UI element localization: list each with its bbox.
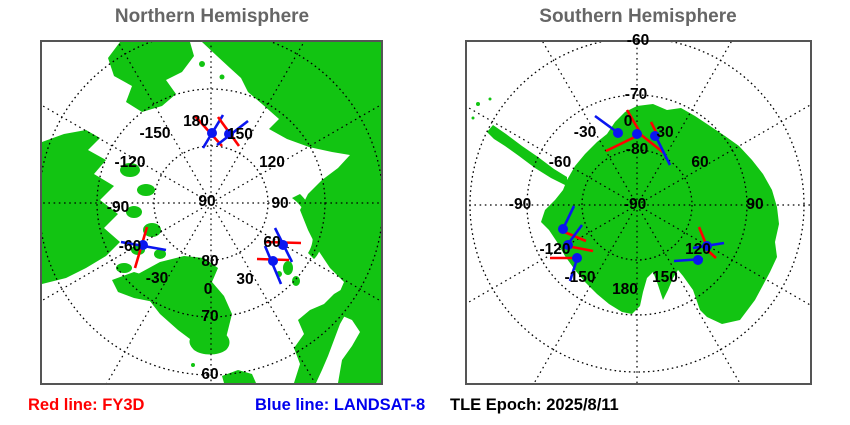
- landmass-arctic-island-1: [120, 163, 140, 177]
- landmass-scotland: [222, 370, 256, 383]
- meridian-line: [467, 106, 633, 204]
- landmass-antarctic-peninsula: [487, 125, 567, 186]
- north-landmasses: [42, 42, 381, 383]
- satellite-marker: [613, 128, 623, 138]
- meridian-line: [212, 42, 305, 199]
- meridian-line: [467, 206, 633, 304]
- south-map-canvas: [467, 42, 810, 383]
- landmass-island-speck-3: [488, 97, 492, 101]
- satellite-marker: [650, 131, 660, 141]
- landmass-arctic-island-2: [137, 184, 155, 196]
- landmass-arctic-island-7: [116, 263, 132, 273]
- legend-red-line: Red line: FY3D: [28, 396, 145, 414]
- meridian-line: [212, 207, 316, 383]
- satellite-marker: [693, 255, 703, 265]
- landmass-greenland: [138, 256, 232, 348]
- meridian-line: [638, 209, 741, 383]
- landmass-island-speck: [219, 74, 225, 80]
- legend-blue-line: Blue line: LANDSAT-8: [255, 396, 426, 414]
- meridian-line: [533, 209, 636, 383]
- south-graticule: [467, 42, 810, 383]
- landmass-novaya-zemlya: [292, 194, 322, 259]
- landmass-iceland: [189, 329, 230, 355]
- north-map-canvas: [42, 42, 381, 383]
- meridian-line: [215, 204, 381, 302]
- landmass-alaska-chukotka: [108, 42, 194, 112]
- north-hemisphere-map: 180 -150 150 -120 120 -90 90 -60 60 -30 30 0 90 80 70 6…: [40, 40, 383, 385]
- landmass-island-speck-2: [471, 116, 475, 120]
- north-map-title: Northern Hemisphere: [114, 6, 310, 27]
- landmass-arctic-island-4: [143, 223, 161, 237]
- landmass-arctic-island-6: [154, 249, 166, 259]
- satellite-marker: [278, 240, 288, 250]
- landmass-antarctica: [541, 104, 779, 324]
- meridian-line: [638, 42, 732, 201]
- south-map-title: Southern Hemisphere: [539, 6, 737, 27]
- fy3d-track-segment: [697, 226, 708, 245]
- meridian-line: [117, 42, 210, 199]
- landmass-faroe: [191, 363, 195, 367]
- meridian-line: [42, 204, 207, 302]
- satellite-marker: [268, 256, 278, 266]
- landmass-svalbard-2: [292, 276, 300, 286]
- south-satellite-layer: [550, 109, 725, 282]
- satellite-marker: [702, 241, 712, 251]
- landsat8-track-segment: [654, 136, 672, 166]
- landmass-scandinavia: [294, 288, 354, 383]
- satellite-marker: [138, 240, 148, 250]
- satellite-marker: [558, 224, 568, 234]
- meridian-line: [215, 104, 381, 202]
- satellite-marker: [224, 129, 234, 139]
- satellite-marker: [572, 253, 582, 263]
- south-landmasses: [471, 97, 779, 324]
- landmass-canada: [42, 130, 120, 284]
- fy3d-track-segment: [639, 132, 665, 155]
- satellite-marker: [207, 128, 217, 138]
- satellite-marker: [563, 240, 573, 250]
- north-graticule: [42, 42, 381, 383]
- meridian-line: [542, 42, 636, 201]
- landmass-island-speck-1: [476, 102, 480, 106]
- meridian-line: [641, 206, 810, 306]
- satellite-marker: [632, 129, 642, 139]
- landmass-wrangel: [199, 61, 205, 67]
- meridian-line: [106, 207, 210, 383]
- meridian-line: [42, 104, 207, 202]
- north-satellite-layer: [120, 114, 302, 285]
- landmass-arctic-island-3: [126, 206, 142, 218]
- tle-epoch-label: TLE Epoch: 2025/8/11: [450, 396, 619, 414]
- fy3d-track-segment: [605, 133, 640, 153]
- landmass-svalbard: [283, 261, 293, 275]
- south-hemisphere-map: -60 -70 -80 -90 0 -30 30 -60 60 -90 90 -120 120 -150 1…: [465, 32, 812, 385]
- landmass-siberia: [202, 42, 381, 383]
- meridian-line: [641, 104, 810, 204]
